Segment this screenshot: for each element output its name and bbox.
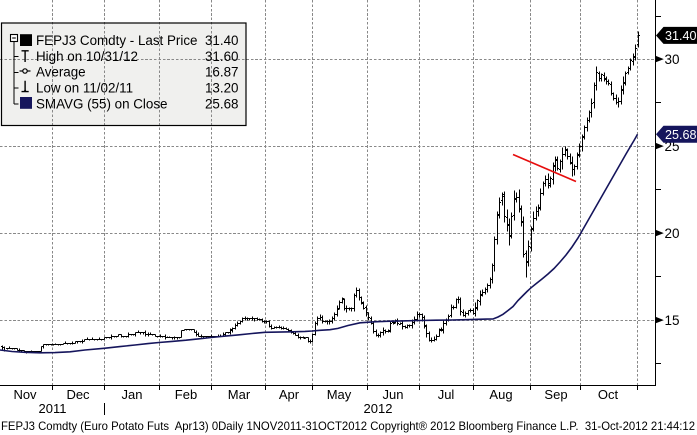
svg-text:30: 30 bbox=[665, 52, 680, 67]
svg-text:Jan: Jan bbox=[122, 387, 143, 402]
svg-text:31.40: 31.40 bbox=[205, 33, 239, 48]
svg-text:2012: 2012 bbox=[364, 401, 393, 416]
svg-text:Feb: Feb bbox=[175, 387, 197, 402]
svg-text:Aug: Aug bbox=[489, 387, 512, 402]
svg-text:20: 20 bbox=[665, 226, 680, 241]
svg-text:25.68: 25.68 bbox=[205, 96, 239, 111]
svg-text:FEPJ3 Comdty (Euro Potato Futs: FEPJ3 Comdty (Euro Potato Futs Apr13) 0D… bbox=[1, 420, 695, 433]
svg-text:Jun: Jun bbox=[383, 387, 404, 402]
svg-text:31.60: 31.60 bbox=[205, 49, 239, 64]
svg-text:13.20: 13.20 bbox=[205, 81, 239, 96]
svg-text:25.68: 25.68 bbox=[665, 127, 697, 142]
svg-text:May: May bbox=[327, 387, 352, 402]
svg-text:SMAVG (55) on Close: SMAVG (55) on Close bbox=[36, 96, 167, 111]
svg-text:16.87: 16.87 bbox=[205, 65, 239, 80]
svg-text:Low on 11/02/11: Low on 11/02/11 bbox=[36, 81, 133, 96]
svg-text:Sep: Sep bbox=[544, 387, 567, 402]
svg-text:Average: Average bbox=[36, 65, 86, 80]
svg-text:Jul: Jul bbox=[438, 387, 455, 402]
svg-text:Nov: Nov bbox=[13, 387, 37, 402]
svg-text:FEPJ3 Comdty - Last Price: FEPJ3 Comdty - Last Price bbox=[36, 33, 197, 48]
svg-text:High on 10/31/12: High on 10/31/12 bbox=[36, 49, 138, 64]
svg-text:2011: 2011 bbox=[39, 401, 67, 416]
svg-text:Oct: Oct bbox=[598, 387, 619, 402]
svg-text:15: 15 bbox=[665, 313, 680, 328]
svg-text:Apr: Apr bbox=[279, 387, 300, 402]
svg-text:Dec: Dec bbox=[66, 387, 90, 402]
svg-text:31.40: 31.40 bbox=[665, 28, 697, 43]
svg-text:Mar: Mar bbox=[228, 387, 251, 402]
